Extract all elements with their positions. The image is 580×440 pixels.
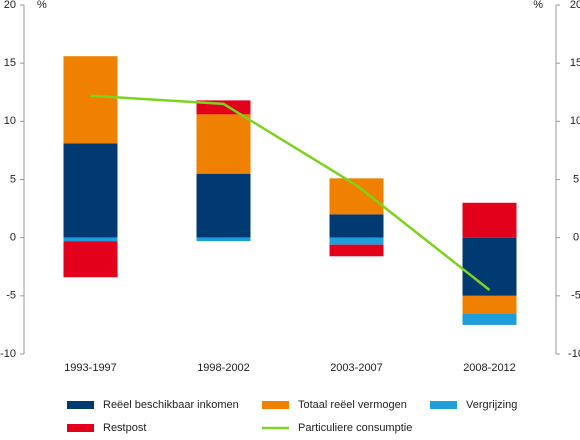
y-tick-label: 20	[4, 0, 16, 11]
bar-segment	[196, 173, 251, 238]
y2-tick-label: -5	[571, 290, 580, 302]
y2-tick-label: -10	[568, 348, 580, 360]
y-tick-label: 5	[10, 173, 16, 185]
x-tick-label: 1993-1997	[64, 362, 117, 374]
y2-tick-label: 20	[570, 0, 580, 11]
y-tick-label: 10	[4, 115, 16, 127]
legend-label: Vergrijzing	[466, 399, 517, 411]
y-tick-label: -5	[6, 290, 16, 302]
bar-segment	[196, 114, 251, 174]
y-tick-label: -10	[0, 348, 16, 360]
y-tick-label: 0	[10, 232, 16, 244]
bar-segment	[329, 178, 384, 215]
y-axis-label: %	[37, 0, 47, 11]
legend-label: Particuliere consumptie	[298, 422, 412, 434]
y2-axis-label: %	[533, 0, 543, 11]
legend-label: Restpost	[103, 422, 146, 434]
x-tick-label: 2008-2012	[463, 362, 516, 374]
bar-segment	[63, 241, 118, 278]
y2-tick-label: 15	[570, 57, 580, 69]
legend-label: Totaal reëel vermogen	[298, 399, 407, 411]
legend-swatch	[67, 401, 94, 409]
y2-tick-label: 10	[570, 115, 580, 127]
legend-swatch	[67, 424, 94, 432]
bar-segment	[462, 313, 517, 325]
bar-segment	[329, 237, 384, 245]
bar-segment	[63, 143, 118, 238]
bar-segment	[196, 237, 251, 242]
bar-segment	[329, 244, 384, 257]
y-tick-label: 15	[4, 57, 16, 69]
legend-label: Reëel beschikbaar inkomen	[103, 399, 239, 411]
bar-segment	[63, 237, 118, 242]
y2-tick-label: 0	[573, 232, 579, 244]
x-tick-label: 2003-2007	[330, 362, 383, 374]
legend-swatch	[430, 401, 457, 409]
x-tick-label: 1998-2002	[197, 362, 250, 374]
line-series	[90, 94, 491, 291]
y2-tick-label: 5	[573, 173, 579, 185]
bar-segment	[63, 56, 118, 144]
bar-segment	[329, 214, 384, 238]
bar-segment	[462, 295, 517, 314]
legend-swatch	[262, 401, 289, 409]
bar-segment	[462, 237, 517, 296]
bar-segment	[462, 202, 517, 238]
